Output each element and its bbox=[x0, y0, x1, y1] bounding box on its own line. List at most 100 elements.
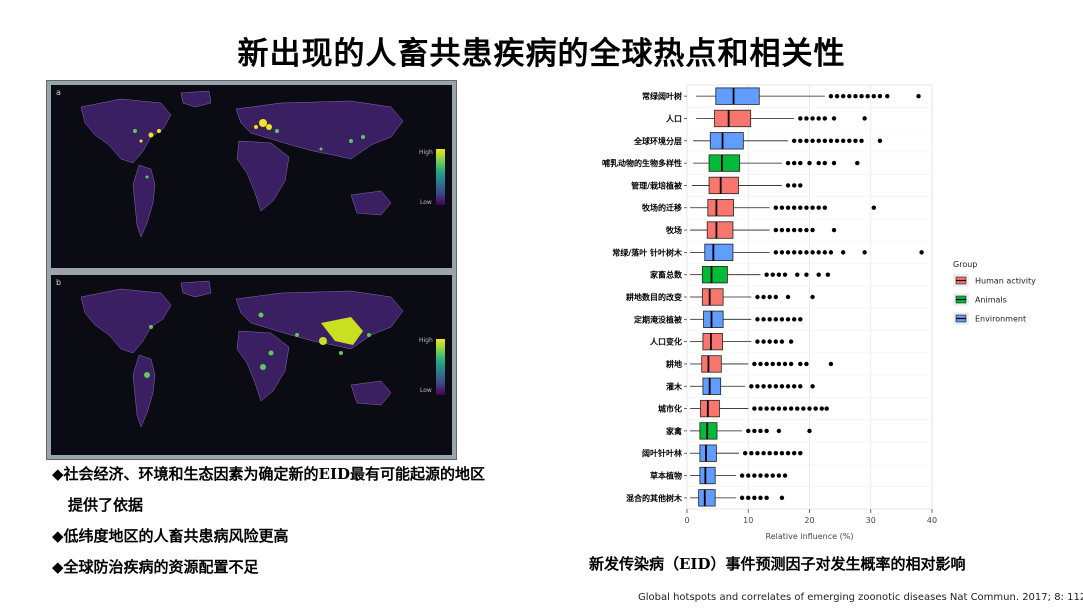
outlier-point bbox=[779, 451, 785, 456]
colorbar-b-low: Low bbox=[420, 387, 432, 394]
outlier-point bbox=[788, 339, 794, 344]
box bbox=[702, 377, 722, 395]
outlier-point bbox=[758, 473, 763, 478]
colorbar-a bbox=[436, 149, 445, 205]
box bbox=[698, 489, 716, 507]
outlier-point bbox=[773, 384, 779, 389]
box bbox=[700, 399, 720, 418]
outlier-point bbox=[791, 205, 797, 210]
outlier-point bbox=[810, 294, 815, 300]
y-tick-label: 阔叶针叶林 bbox=[642, 448, 682, 458]
box bbox=[699, 466, 716, 485]
y-tick-label: 城市化 bbox=[658, 404, 682, 414]
x-axis-label: Relative influence (%) bbox=[766, 532, 854, 541]
outlier-point bbox=[767, 339, 772, 344]
outlier-point bbox=[755, 317, 760, 322]
y-tick-label: 定期淹没植被 bbox=[633, 314, 682, 324]
outlier-point bbox=[804, 205, 809, 210]
outlier-point bbox=[791, 227, 797, 233]
citation: Global hotspots and correlates of emergi… bbox=[638, 592, 1083, 603]
outlier-point bbox=[770, 473, 775, 478]
box bbox=[703, 310, 724, 328]
x-tick-label: 0 bbox=[684, 516, 689, 525]
outlier-point bbox=[785, 183, 791, 188]
outlier-point bbox=[807, 160, 812, 166]
outlier-point bbox=[831, 227, 837, 233]
outlier-point bbox=[798, 183, 803, 188]
outlier-point bbox=[764, 473, 769, 478]
outlier-point bbox=[865, 93, 870, 99]
box bbox=[704, 243, 734, 262]
outlier-point bbox=[785, 227, 791, 233]
outlier-point bbox=[810, 138, 815, 143]
outlier-point bbox=[758, 406, 763, 411]
outlier-point bbox=[834, 138, 840, 143]
outlier-point bbox=[810, 384, 815, 389]
outlier-point bbox=[779, 250, 785, 255]
outlier-point bbox=[855, 160, 860, 166]
outlier-point bbox=[798, 160, 803, 166]
outlier-point bbox=[773, 250, 779, 255]
y-tick-label: 家禽 bbox=[666, 426, 683, 436]
outlier-point bbox=[807, 428, 812, 434]
box bbox=[714, 109, 752, 128]
outlier-point bbox=[810, 205, 815, 210]
box bbox=[701, 355, 722, 373]
outlier-point bbox=[824, 406, 829, 411]
outlier-point bbox=[788, 406, 794, 411]
outlier-point bbox=[782, 361, 788, 367]
box bbox=[701, 288, 724, 306]
relative-influence-boxplot: 0 10 20 30 40 Relative influence (%) 常绿阔叶树人口全球… bbox=[602, 84, 1036, 541]
outlier-point bbox=[764, 406, 769, 411]
outlier-point bbox=[816, 116, 821, 121]
outlier-point bbox=[785, 384, 791, 389]
bullet-text: 全球防治疾病的资源配置不足 bbox=[63, 558, 259, 576]
box bbox=[709, 132, 744, 150]
outlier-point bbox=[822, 116, 828, 121]
outlier-point bbox=[761, 451, 766, 456]
bullet-item-continuation: 提供了依据 bbox=[68, 494, 143, 515]
y-tick-label: 哺乳动物的生物多样性 bbox=[602, 158, 682, 168]
outlier-point bbox=[749, 451, 754, 456]
map-panel-a: a High Low bbox=[51, 85, 452, 268]
outlier-point bbox=[804, 227, 809, 233]
outlier-point bbox=[804, 138, 809, 143]
outlier-point bbox=[758, 495, 763, 501]
y-tick-label: 灌木 bbox=[666, 381, 683, 391]
box bbox=[708, 154, 741, 172]
outlier-point bbox=[819, 406, 824, 411]
outlier-point bbox=[862, 250, 867, 255]
outlier-point bbox=[764, 361, 769, 367]
bullet-item: ◆社会经济、环境和生态因素为确定新的EID最有可能起源的地区 bbox=[52, 463, 485, 484]
legend-title: Group bbox=[953, 260, 977, 269]
outlier-point bbox=[779, 317, 785, 322]
outlier-point bbox=[798, 116, 803, 121]
outlier-point bbox=[776, 406, 782, 411]
outlier-point bbox=[764, 428, 769, 434]
outlier-point bbox=[840, 93, 846, 99]
outlier-point bbox=[791, 250, 797, 255]
y-tick-label: 耕地 bbox=[665, 359, 682, 369]
outlier-point bbox=[785, 317, 791, 322]
outlier-point bbox=[773, 339, 779, 344]
bullet-text: 提供了依据 bbox=[68, 496, 144, 514]
diamond-bullet-icon: ◆ bbox=[52, 558, 64, 576]
box bbox=[715, 87, 760, 105]
outlier-point bbox=[752, 473, 757, 478]
box bbox=[702, 332, 723, 351]
outlier-point bbox=[804, 272, 809, 277]
x-tick-label: 30 bbox=[866, 516, 876, 525]
outlier-point bbox=[822, 205, 828, 210]
map-panel-b: b High Low bbox=[51, 275, 452, 455]
outlier-point bbox=[770, 272, 775, 277]
colorbar-a-low: Low bbox=[420, 199, 432, 206]
outlier-point bbox=[767, 384, 772, 389]
outlier-point bbox=[877, 138, 883, 143]
outlier-point bbox=[798, 361, 803, 367]
outlier-point bbox=[798, 317, 803, 322]
outlier-point bbox=[859, 93, 864, 99]
y-tick-label: 耕地数目的改变 bbox=[625, 292, 682, 302]
map-panel-b-label: b bbox=[56, 278, 62, 287]
outlier-point bbox=[782, 406, 788, 411]
outlier-point bbox=[798, 384, 803, 389]
